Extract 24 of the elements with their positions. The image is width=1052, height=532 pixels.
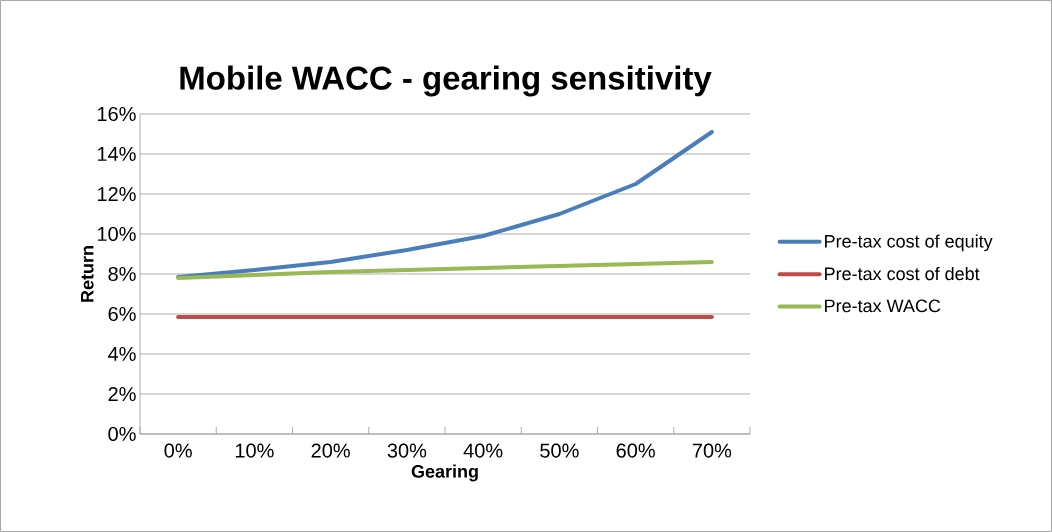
x-tick-label: 60%: [616, 443, 655, 458]
y-tick-label: 4%: [108, 346, 136, 361]
y-tick-label: 16%: [97, 106, 136, 122]
x-tick-label: 0%: [164, 443, 192, 458]
y-tick-label: 10%: [97, 226, 136, 242]
y-tick-label: 14%: [97, 146, 136, 161]
x-tick-label: 20%: [311, 443, 350, 458]
y-tick-label: 8%: [108, 266, 136, 282]
y-tick-label: 2%: [108, 386, 136, 402]
y-axis-title: Return: [81, 246, 94, 302]
line-series: [176, 129, 714, 279]
x-axis-title: Gearing: [411, 464, 478, 482]
x-tick-label: 10%: [235, 443, 274, 458]
x-tick-label: 70%: [692, 443, 732, 458]
legend-label: Pre-tax cost of equity: [825, 234, 993, 252]
legend-label: Pre-tax cost of debt: [825, 266, 980, 281]
legend-label: Pre-tax WACC: [825, 299, 941, 313]
y-tick-label: 6%: [108, 306, 136, 322]
x-tick-label: 30%: [387, 443, 427, 458]
y-tick-label: 12%: [97, 186, 136, 202]
y-tick-label: 0%: [108, 426, 136, 442]
x-tick-label: 50%: [540, 443, 579, 458]
chart-title: Mobile WACC - gearing sensitivity: [180, 65, 712, 97]
x-tick-label: 40%: [463, 443, 503, 458]
